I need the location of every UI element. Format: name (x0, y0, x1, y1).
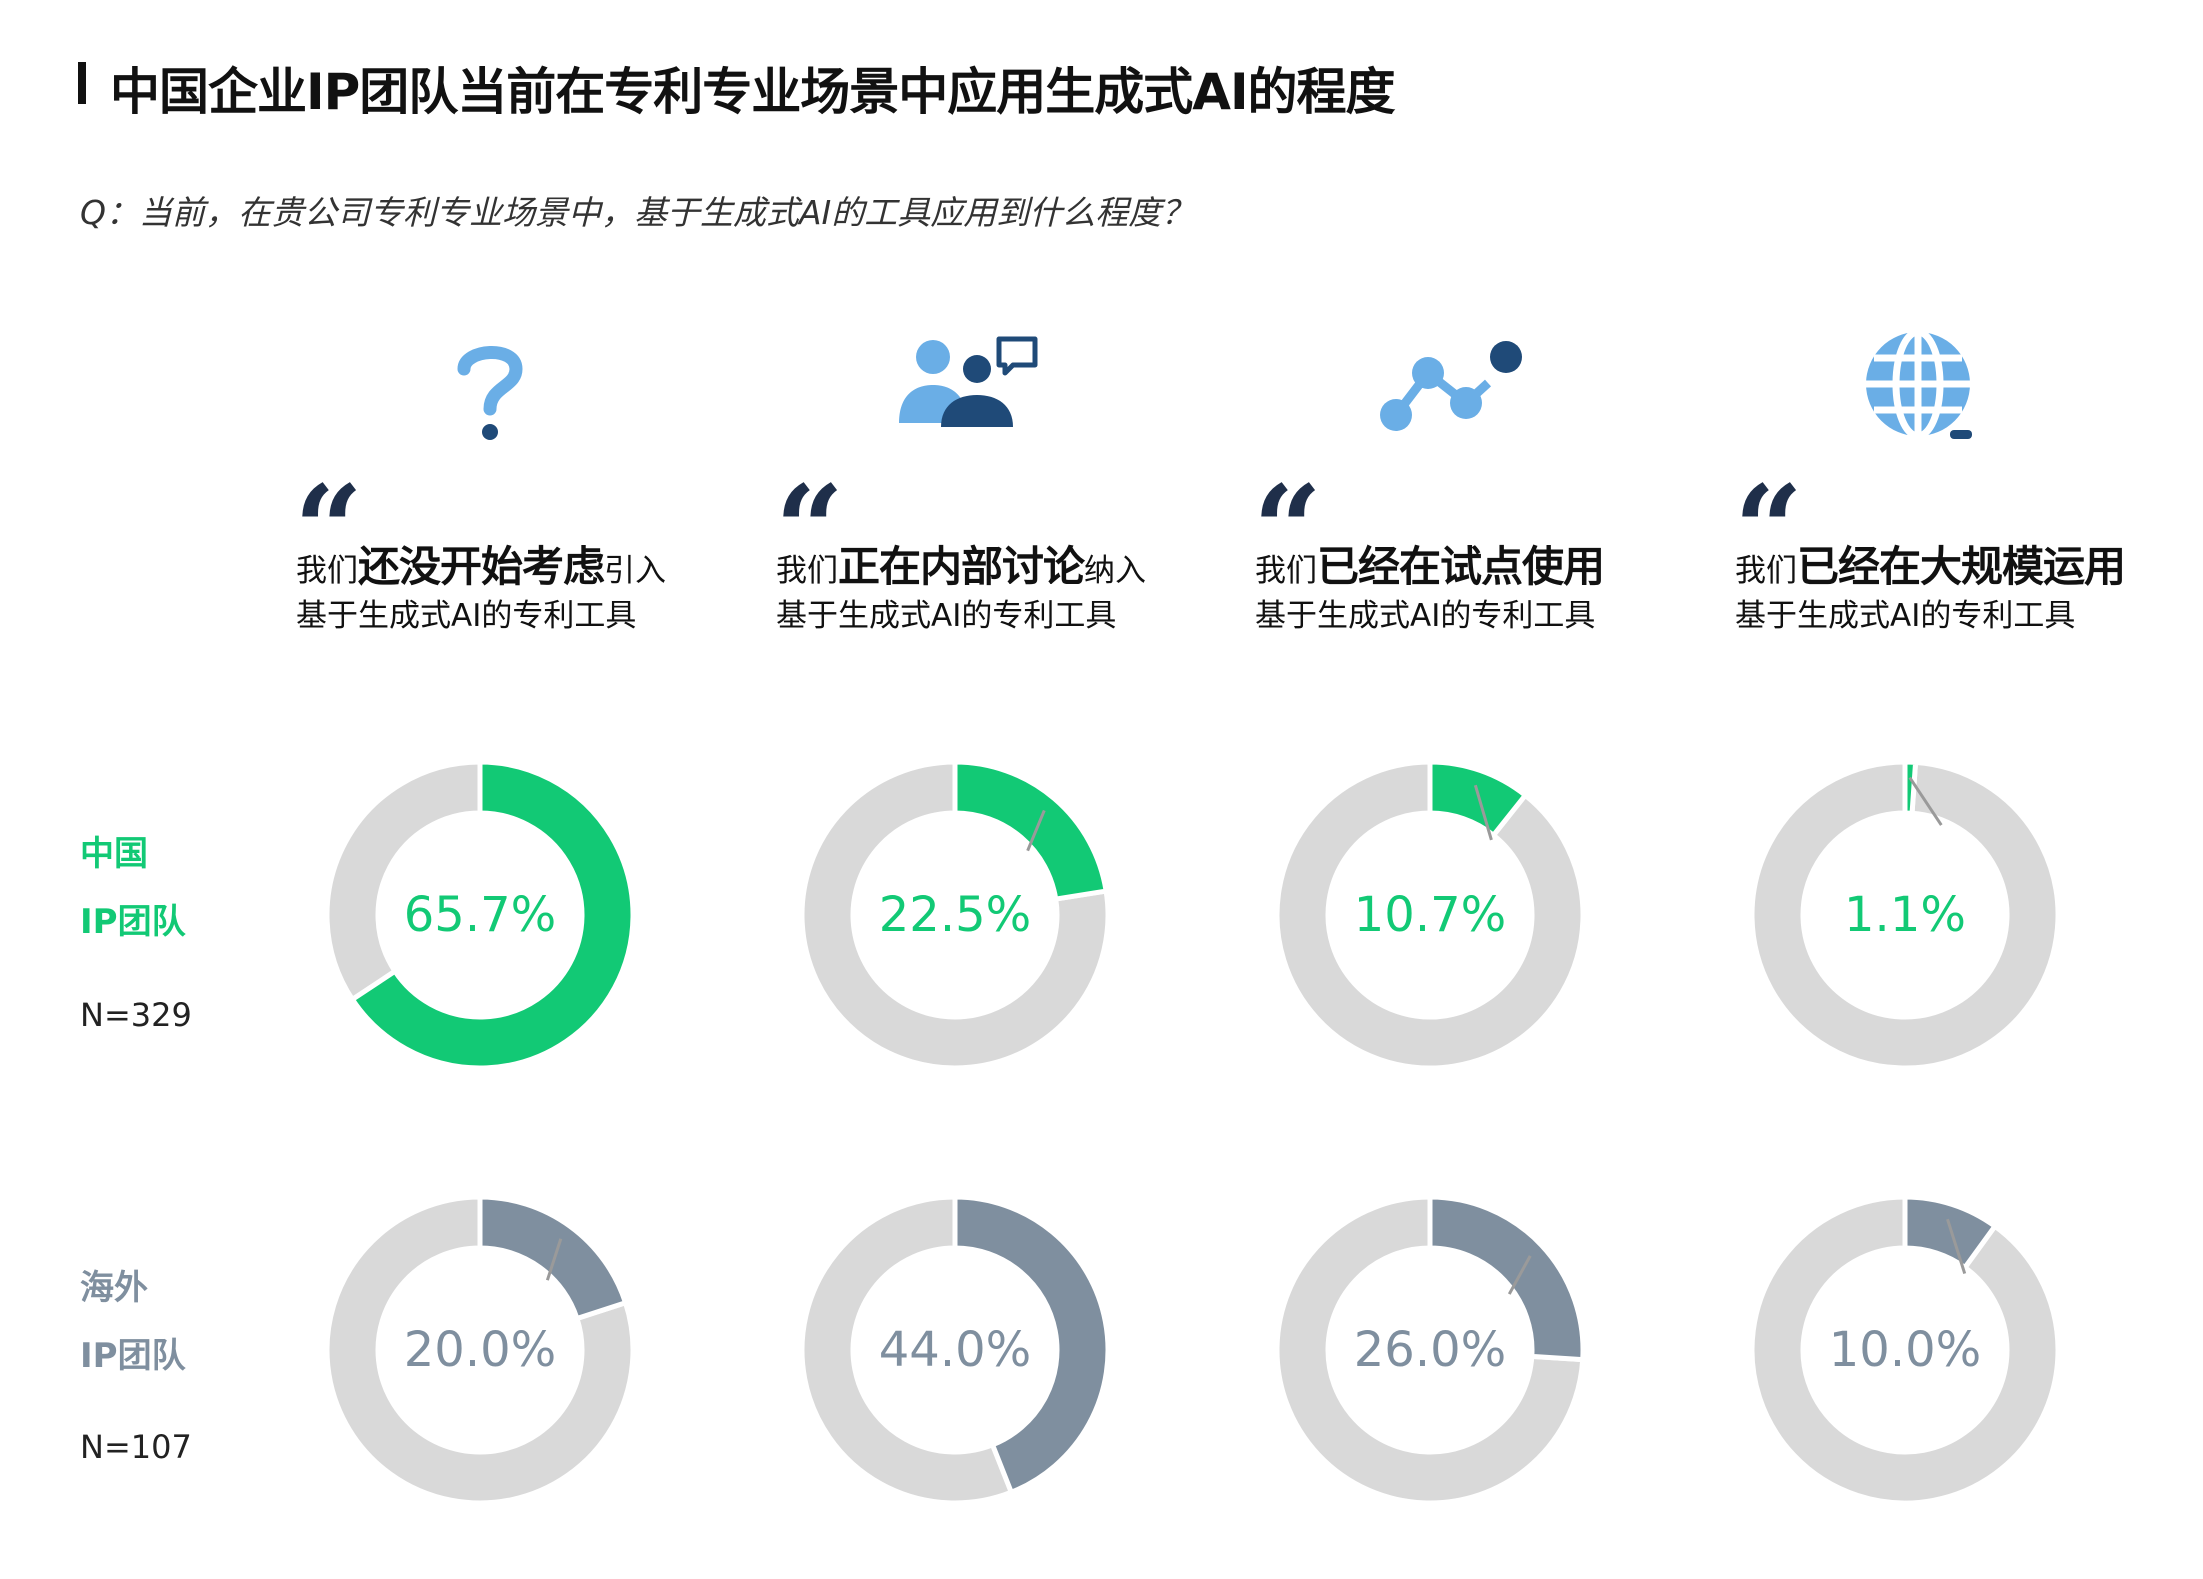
donut-remainder-overseas-1 (324, 1194, 636, 1506)
people-discussion-icon (895, 335, 1045, 439)
donut-slice-overseas-1 (477, 1194, 629, 1322)
category-label-3: 我们已经在试点使用 基于生成式AI的专利工具 (1255, 542, 1605, 635)
trend-nodes-icon (1370, 335, 1530, 439)
page-title: 中国企业IP团队当前在专利专业场景中应用生成式AI的程度 (110, 63, 1396, 121)
donut-value-label-overseas-2: 44.0% (879, 1322, 1031, 1378)
group-label-china-line1: 中国 (80, 834, 148, 874)
survey-question: Q：当前，在贵公司专利专业场景中，基于生成式AI的工具应用到什么程度？ (80, 193, 1195, 232)
donut-slice-china-2 (952, 759, 1109, 902)
donut-slice-overseas-4 (1902, 1194, 1999, 1271)
donut-remainder-overseas-2 (799, 1194, 1015, 1506)
group-n-overseas: N=107 (80, 1428, 192, 1466)
donut-remainder-china-3 (1274, 759, 1586, 1071)
category-label-4: 我们已经在大规模运用 基于生成式AI的专利工具 (1735, 542, 2126, 635)
question-mark-icon (450, 335, 530, 449)
group-label-china-line2: IP团队 (80, 902, 186, 942)
donut-slice-overseas-2 (952, 1194, 1111, 1496)
leader-line-china-2 (1026, 809, 1046, 852)
donut-remainder-china-2 (799, 759, 1111, 1071)
donut-value-label-overseas-3: 26.0% (1354, 1322, 1506, 1378)
donut-remainder-china-1 (324, 759, 483, 1003)
category-label-1: 我们还没开始考虑引入 基于生成式AI的专利工具 (296, 542, 667, 635)
donut-value-label-overseas-1: 20.0% (404, 1322, 556, 1378)
category-label-2: 我们正在内部讨论纳入 基于生成式AI的专利工具 (776, 542, 1147, 635)
donut-remainder-overseas-3 (1274, 1194, 1586, 1506)
group-label-overseas-line1: 海外 (80, 1268, 148, 1308)
donut-value-label-overseas-4: 10.0% (1829, 1322, 1981, 1378)
leader-line-overseas-4 (1946, 1218, 1967, 1275)
quote-mark-4: “ (1734, 470, 1803, 540)
donut-value-label-china-4: 1.1% (1844, 887, 1966, 943)
donut-slice-china-4 (1902, 759, 1919, 816)
donut-slice-overseas-3 (1427, 1194, 1586, 1363)
title-accent-bar (78, 62, 86, 104)
leader-line-overseas-3 (1507, 1255, 1532, 1295)
donut-value-label-china-3: 10.7% (1354, 887, 1506, 943)
globe-icon (1862, 328, 1982, 452)
donut-slice-china-1 (348, 759, 636, 1071)
quote-mark-2: “ (775, 470, 844, 540)
donut-remainder-overseas-4 (1749, 1194, 2061, 1506)
quote-mark-3: “ (1253, 470, 1322, 540)
group-label-overseas-line2: IP团队 (80, 1336, 186, 1376)
group-n-china: N=329 (80, 996, 192, 1034)
leader-line-china-4 (1908, 776, 1943, 826)
quote-mark-1: “ (294, 470, 363, 540)
leader-line-china-3 (1473, 784, 1493, 841)
donut-value-label-china-2: 22.5% (879, 887, 1031, 943)
leader-line-overseas-1 (545, 1238, 563, 1281)
donut-remainder-china-4 (1749, 759, 2061, 1071)
donut-value-label-china-1: 65.7% (404, 887, 556, 943)
donut-slice-china-3 (1427, 759, 1529, 839)
